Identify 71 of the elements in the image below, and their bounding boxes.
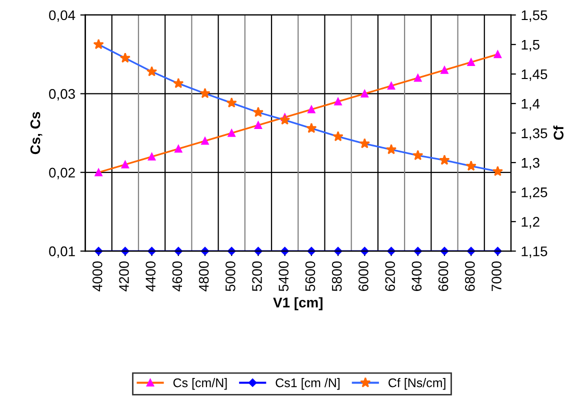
point (226, 97, 237, 108)
point (467, 58, 475, 66)
y-tick-label: 0,04 (49, 10, 76, 22)
x-tick-label: 5800 (332, 261, 342, 292)
x-tick-label: 4400 (146, 261, 156, 292)
point (173, 78, 184, 88)
point (280, 114, 290, 125)
point (200, 88, 210, 98)
x-tick-label: 5400 (278, 261, 289, 292)
point (174, 144, 182, 153)
y2-tick-label: 1,25 (522, 187, 548, 199)
point (228, 129, 236, 137)
y2-tick-label: 1,15 (522, 246, 548, 258)
point (146, 66, 158, 76)
x-tick-label: 4000 (92, 261, 102, 292)
x-tick-label: 5600 (305, 261, 316, 292)
point (93, 38, 104, 50)
legend-label: Cf [Ns/cm] (388, 378, 446, 390)
legend-label: Cs1 [cm /N] (276, 378, 340, 390)
x-tick-label: 4600 (172, 261, 182, 292)
y2-tick-label: 1,5 (522, 40, 540, 52)
y2-tick-label: 1,4 (522, 99, 540, 110)
x-tick-label: 7000 (492, 261, 502, 292)
point (94, 168, 102, 176)
point (466, 160, 476, 171)
y-axis-title: Cs, Cs (30, 112, 42, 154)
point (306, 122, 317, 133)
point (201, 137, 209, 145)
y2-tick-label: 1,2 (522, 216, 540, 228)
y-tick-label: 0,02 (49, 168, 75, 180)
y2-tick-label: 1,3 (522, 158, 540, 170)
y2-axis-title: Cf (553, 126, 564, 140)
y-tick-label: 0,03 (49, 89, 75, 100)
point (334, 98, 342, 106)
y2-tick-label: 1,35 (522, 128, 548, 140)
x-axis-title: V1 [cm] (273, 297, 322, 310)
point (386, 144, 397, 154)
x-tick-label: 6000 (358, 261, 368, 292)
point (387, 82, 396, 90)
point (252, 106, 264, 118)
point (414, 74, 422, 82)
x-tick-label: 6800 (464, 261, 475, 292)
x-tick-label: 6200 (385, 261, 395, 292)
x-tick-label: 5000 (226, 261, 236, 292)
point (439, 154, 450, 165)
point (412, 150, 424, 160)
x-tick-label: 5200 (252, 261, 262, 292)
point (332, 131, 344, 142)
point (148, 246, 156, 256)
x-tick-label: 4800 (198, 261, 209, 292)
y2-tick-label: 1,45 (522, 69, 548, 81)
x-tick-label: 6400 (412, 261, 422, 292)
point (440, 66, 448, 74)
point (254, 121, 262, 129)
point (254, 246, 262, 256)
point (494, 50, 502, 58)
point (121, 160, 129, 168)
point (359, 138, 370, 148)
legend-label: Cs [cm/N] (173, 378, 227, 390)
point (360, 90, 368, 98)
point (148, 152, 156, 160)
x-tick-label: 4200 (119, 261, 129, 292)
point (492, 166, 504, 176)
point (387, 246, 396, 256)
point (494, 246, 502, 256)
y2-tick-label: 1,55 (522, 10, 548, 22)
point (308, 106, 316, 114)
point (200, 246, 210, 256)
y-tick-label: 0,01 (49, 246, 75, 258)
x-tick-label: 6600 (438, 261, 448, 292)
point (120, 52, 130, 63)
